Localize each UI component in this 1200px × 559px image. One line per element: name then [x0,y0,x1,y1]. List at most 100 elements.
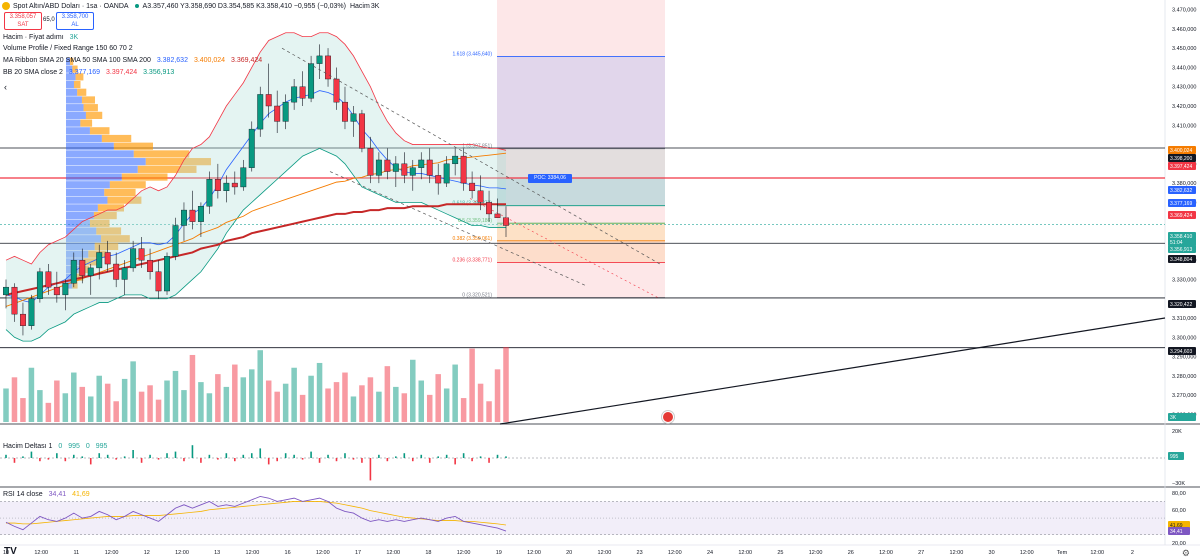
sell-button[interactable]: 3.358,057 SAT [4,12,42,30]
candle-body [274,105,281,122]
candle-body [62,283,69,296]
volume-bar [104,383,111,422]
legend-volume-profile[interactable]: Volume Profile / Fixed Range 150 60 70 2 [3,45,133,52]
time-axis-label: 12:00 [879,550,893,556]
volume-bar [350,396,357,422]
collapse-legend-icon[interactable]: ‹ [4,82,7,92]
candle-body [418,159,425,168]
price-axis-tag [1168,162,1196,170]
candle-body [28,298,35,326]
time-axis-label: 12:00 [738,550,752,556]
symbol-title[interactable]: Spot Altın/ABD Doları · 1sa · OANDA [13,2,129,10]
volume-bar [223,386,230,422]
rsi-axis-tick: 20,00 [1172,541,1186,547]
price-axis-tag [1168,347,1196,355]
candle-body [358,113,365,149]
volume-bar [486,401,492,422]
delta-bar [445,454,448,458]
delta-bar [191,445,194,458]
trend-line [499,317,1166,425]
price-axis-tag-label: 3.398,200 [1170,156,1192,162]
price-axis-tag [1168,146,1196,154]
legend-rsi[interactable]: RSI 14 close 34,41 41,69 [3,491,90,498]
delta-bar [479,456,482,458]
fib-level-label: 0 (3.320,521) [462,293,492,299]
sell-price: 3.358,057 [9,14,37,20]
volume-profile-bar [89,127,110,135]
buy-button[interactable]: 3.358,700 AL [56,12,94,30]
delta-bar [183,458,185,462]
volume-bar [87,396,94,422]
delta-bar [386,458,389,462]
candle-body [333,78,340,103]
volume-profile-bar [66,188,105,197]
volume-profile-bar [80,119,93,127]
delta-bar [301,458,304,460]
time-axis-label: 20 [566,550,572,556]
candle-body [11,286,18,315]
volume-bar [494,369,501,422]
tradingview-logo-icon[interactable]: TV [4,546,17,557]
volume-profile-bar [73,80,81,89]
rsi-axis-tag [1168,520,1190,529]
us-flag-icon[interactable] [662,411,674,423]
volume-profile-bar [66,250,89,258]
market-status-dot-icon [134,4,139,8]
time-axis-label: 11 [74,550,80,556]
legend-bb[interactable]: BB 20 SMA close 2 3.377,169 3.397,424 3.… [3,69,174,76]
volume-profile-bar [66,227,97,235]
candle-body [214,179,221,191]
delta-bar [471,458,473,462]
candle-body [367,148,374,176]
legend-delta[interactable]: Hacim Deltası 1 0 995 0 995 [3,443,107,450]
rsi-axis-tag [1168,527,1190,536]
rsi-line [5,496,507,532]
time-axis-label: 12:00 [1090,550,1104,556]
position-label[interactable]: POC: 3384,06 [528,174,572,183]
volume-bar [62,393,69,422]
volume-bar [54,380,60,422]
delta-bar [225,453,228,458]
candle-body [342,101,348,122]
delta-bar [174,451,177,458]
volume-profile-bar [72,281,78,289]
volume-bar [282,383,289,422]
volume-bar [172,370,179,422]
legend-bb-value: 3.377,169 [68,69,101,76]
candle-body [19,313,26,326]
delta-bar [72,454,75,458]
fib-level-label: 1.618 (3.445,640) [453,52,493,58]
volume-profile-bar [107,196,142,204]
time-axis-label: 12:00 [809,550,823,556]
volume-profile-bar [66,235,102,243]
legend-bb-value: 3.397,424 [105,69,138,76]
price-axis-tag [1168,255,1196,263]
price-axis-tag [1168,211,1196,219]
legend-volume-price[interactable]: Hacim · Fiyat adımı 3K [3,34,78,41]
price-axis-tick: 3.330,000 [1172,277,1196,283]
delta-bar [327,454,329,458]
volume-bar [164,380,170,422]
price-axis-tag-label: 3.400,024 [1170,148,1192,154]
delta-bar [318,458,321,463]
candle-body [3,286,9,296]
legend-ma-value: 3.382,632 [156,57,188,64]
volume-bar [367,377,374,422]
symbol-logo-icon [2,2,10,10]
gear-icon[interactable]: ⚙ [1181,548,1190,558]
delta-bar [200,458,202,463]
volume-bar [147,385,153,422]
delta-axis-tag-label: 995 [1170,454,1179,460]
delta-bar [411,458,414,462]
fib-zone [497,178,665,206]
time-axis-label: 18 [425,550,431,556]
delta-bar [250,453,253,458]
volume-profile-bar [66,73,76,81]
volume-profile-bar [83,104,98,112]
price-axis-tag [1168,238,1196,246]
volume-profile-bar [66,134,102,143]
candle-body [452,155,459,165]
legend-ma-ribbon[interactable]: MA Ribbon SMA 20 SMA 50 SMA 100 SMA 200 … [3,57,262,64]
volume-bar [71,372,77,422]
